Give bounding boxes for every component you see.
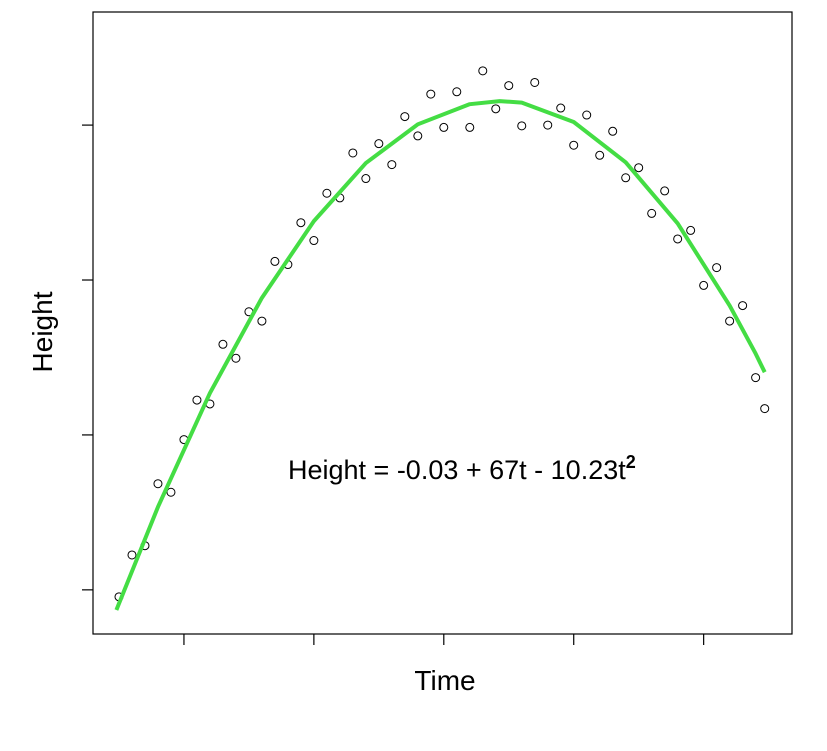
data-point <box>556 103 566 113</box>
data-point <box>621 173 631 183</box>
data-point <box>387 160 397 170</box>
data-point <box>478 66 488 76</box>
data-point <box>660 186 670 196</box>
x-axis-label: Time <box>414 665 475 696</box>
data-point <box>439 122 449 132</box>
data-point <box>231 353 241 363</box>
data-point <box>504 81 514 91</box>
fit-curve <box>114 99 767 611</box>
data-point <box>725 316 735 326</box>
data-point <box>465 122 475 132</box>
y-axis-label: Height <box>27 291 58 372</box>
equation-superscript: 2 <box>626 452 636 472</box>
data-point <box>712 263 722 273</box>
plot-frame <box>92 11 793 635</box>
data-point <box>569 140 579 150</box>
data-point <box>738 301 748 311</box>
data-point <box>374 139 384 149</box>
data-point <box>361 174 371 184</box>
data-point <box>309 236 319 246</box>
data-point <box>699 280 709 290</box>
data-point <box>127 550 137 560</box>
data-point <box>491 104 501 114</box>
data-point <box>400 112 410 122</box>
data-point <box>426 89 436 99</box>
data-point <box>751 373 761 383</box>
data-point <box>673 234 683 244</box>
data-point <box>517 121 527 131</box>
data-point <box>153 479 163 489</box>
data-point <box>452 87 462 97</box>
data-point <box>634 163 644 173</box>
data-point <box>760 404 770 414</box>
data-point <box>595 150 605 160</box>
data-point <box>218 339 228 349</box>
data-point <box>296 218 306 228</box>
data-point <box>608 126 618 136</box>
data-point <box>530 77 540 87</box>
data-point <box>686 225 696 235</box>
data-point <box>647 208 657 218</box>
data-point <box>543 120 553 130</box>
data-point <box>192 395 202 405</box>
equation-text: Height = -0.03 + 67t - 10.23t <box>288 455 626 485</box>
data-point <box>348 148 358 158</box>
data-point <box>322 188 332 198</box>
data-point <box>413 131 423 141</box>
data-point <box>582 110 592 120</box>
data-point <box>257 316 267 326</box>
data-point <box>270 256 280 266</box>
equation-annotation: Height = -0.03 + 67t - 10.23t2 <box>288 452 636 485</box>
data-point <box>166 487 176 497</box>
